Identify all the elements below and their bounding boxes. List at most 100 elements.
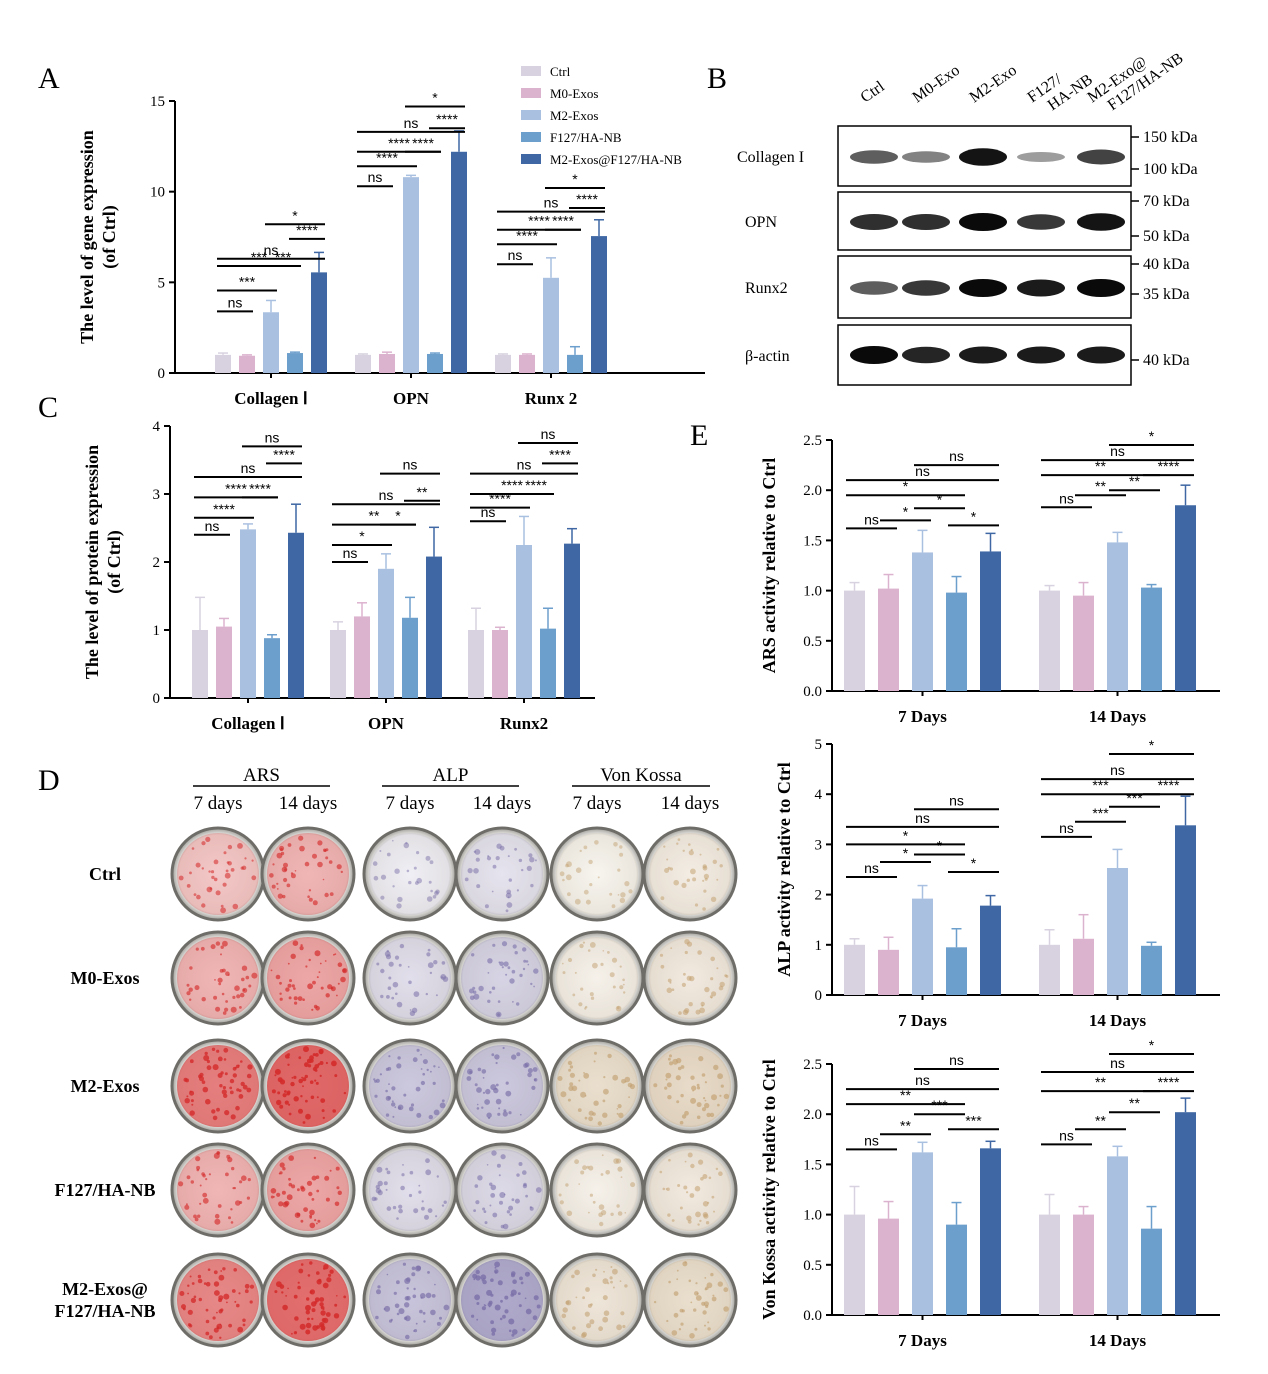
stain-speck (188, 1324, 193, 1328)
stain-speck (216, 1049, 220, 1053)
stain-speck (185, 1203, 188, 1206)
marker-label: 40 kDa (1143, 352, 1190, 369)
stain-speck (239, 1180, 243, 1184)
stain-speck (681, 1114, 687, 1119)
stain-speck (619, 897, 626, 904)
stain-speck (236, 1088, 240, 1092)
significance-label: ** (369, 508, 380, 524)
stain-speck (592, 1200, 596, 1204)
stain-speck (213, 1281, 220, 1287)
bar (492, 630, 508, 698)
stain-speck (516, 1173, 520, 1177)
stain-speck (279, 997, 283, 1001)
stain-speck (476, 1107, 480, 1110)
stain-speck (569, 1072, 576, 1078)
stain-speck (522, 967, 526, 971)
x-tick-label: 14 Days (1089, 1011, 1147, 1030)
significance-label: **** (296, 222, 318, 238)
stain-speck (653, 1300, 657, 1304)
stain-speck (239, 992, 245, 998)
stain-speck (375, 1315, 379, 1320)
stain-speck (334, 1201, 340, 1207)
stain-speck (220, 953, 222, 956)
significance-label: **** (412, 135, 434, 151)
stain-speck (710, 896, 717, 902)
stain-speck (502, 1046, 505, 1050)
stain-speck (196, 894, 201, 900)
stain-speck (330, 986, 336, 992)
stain-speck (427, 1271, 430, 1274)
significance-label: ns (544, 195, 559, 211)
stain-speck (304, 861, 310, 867)
stain-speck (660, 896, 665, 901)
y-tick-label: 0 (153, 691, 161, 707)
stain-speck (186, 991, 191, 996)
stain-speck (223, 1093, 228, 1099)
stain-speck (587, 949, 591, 952)
y-axis-label-line: The level of protein expression (82, 445, 102, 679)
stain-speck (334, 1303, 338, 1307)
stain-speck (246, 1196, 250, 1200)
stain-speck (484, 904, 489, 909)
stain-speck (723, 1306, 729, 1312)
stain-speck (469, 995, 475, 1001)
stain-speck (499, 1200, 503, 1205)
bar (427, 353, 443, 373)
x-tick-label: Runx2 (500, 714, 548, 733)
stain-speck (495, 1098, 502, 1105)
bar (980, 1148, 1001, 1315)
stain-row-label-line: M0-Exos (71, 968, 140, 988)
lane-label: M2-Exo@F127/HA-NB (1085, 35, 1187, 121)
stain-speck (316, 1271, 320, 1275)
stain-speck (667, 866, 671, 870)
legend-swatch (521, 132, 541, 142)
stain-speck (483, 1277, 485, 1280)
stain-speck (396, 1312, 400, 1316)
stain-speck (667, 978, 672, 983)
stain-speck (325, 1312, 331, 1317)
stain-speck (195, 862, 201, 868)
stain-speck (669, 1054, 672, 1058)
stain-speck (659, 1170, 663, 1174)
stain-speck (578, 1002, 583, 1007)
stain-speck (415, 1086, 421, 1092)
stain-speck (511, 969, 516, 974)
stain-speck (478, 985, 484, 992)
stain-speck (388, 976, 392, 980)
stain-speck (398, 1204, 403, 1209)
stain-speck (495, 1083, 499, 1087)
stain-speck (282, 1167, 286, 1171)
stain-speck (398, 963, 402, 967)
bar (1107, 542, 1128, 691)
stain-speck (279, 1162, 285, 1168)
stain-speck (666, 1082, 672, 1088)
stain-speck (302, 998, 305, 1001)
stain-speck (602, 950, 605, 952)
stain-speck (567, 957, 573, 963)
stain-speck (586, 1165, 590, 1169)
stain-speck (420, 1068, 423, 1070)
stain-speck (213, 995, 218, 1000)
stain-speck (219, 1084, 223, 1088)
stain-speck (704, 1277, 707, 1279)
bar (980, 905, 1001, 995)
stain-speck (225, 869, 229, 873)
stain-speck (436, 1321, 441, 1326)
stain-speck (582, 1296, 585, 1300)
stain-speck (237, 1064, 240, 1067)
stain-speck (305, 1329, 311, 1335)
stain-row-label: F127/HA-NB (55, 1180, 156, 1200)
stain-speck (220, 904, 224, 908)
blot-band (1077, 149, 1125, 165)
significance-label: **** (388, 135, 410, 151)
stain-speck (427, 962, 434, 969)
stain-speck (218, 1274, 225, 1281)
stain-speck (190, 1180, 194, 1184)
stain-speck (530, 982, 533, 986)
stain-speck (589, 1319, 595, 1325)
stain-speck (380, 968, 385, 974)
stain-speck (476, 1302, 480, 1305)
stain-speck (504, 1295, 509, 1300)
stain-speck (314, 1300, 318, 1304)
stain-speck (507, 855, 510, 858)
